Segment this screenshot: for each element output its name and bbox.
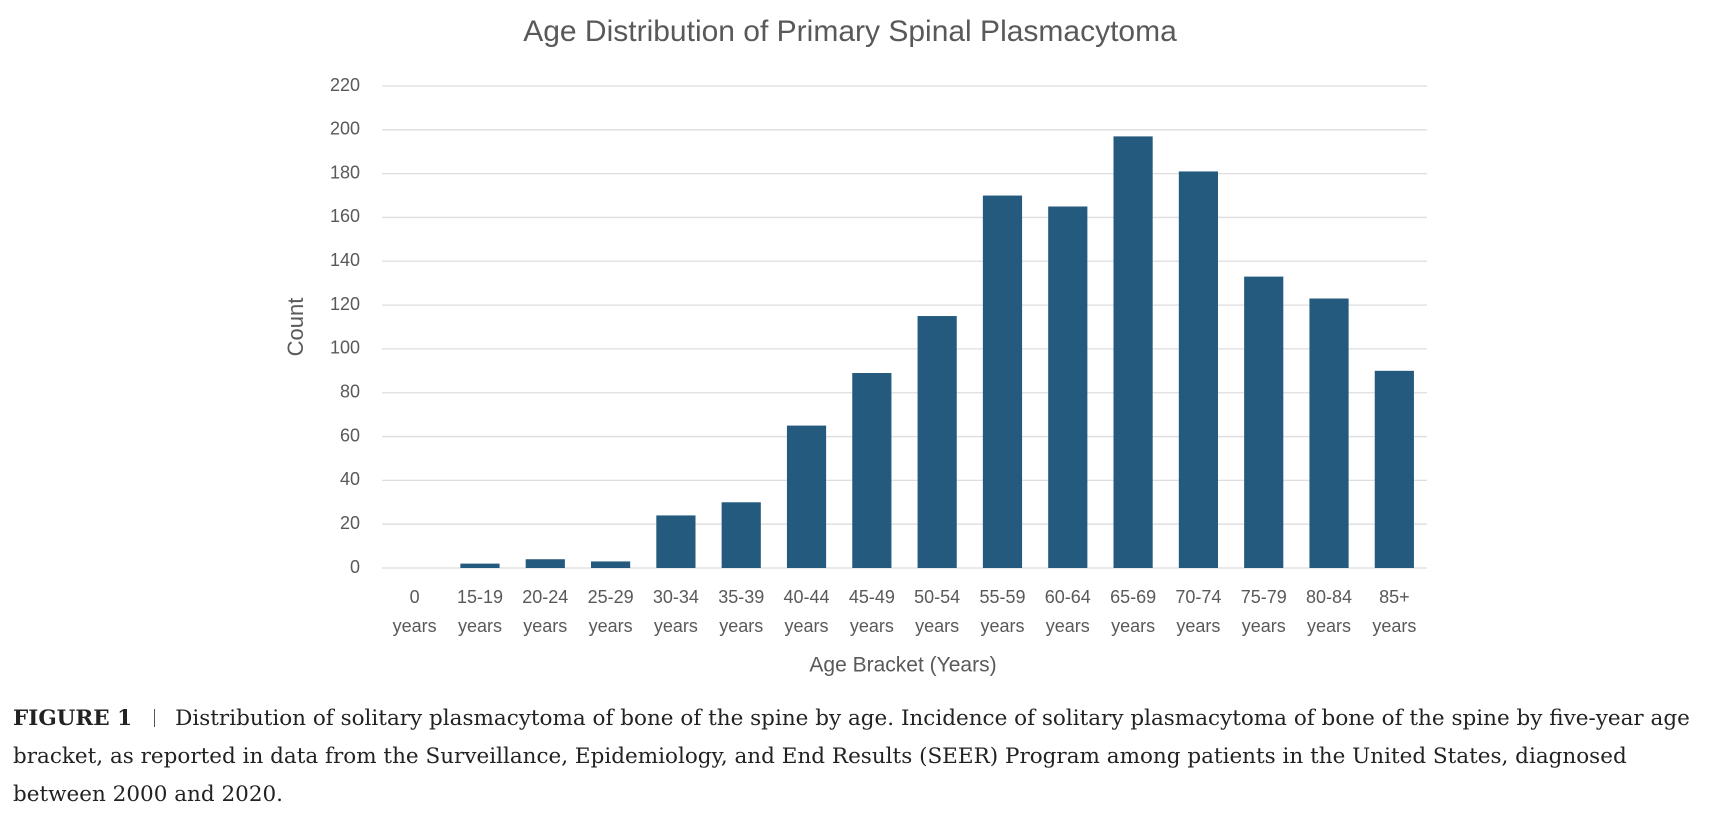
x-tick-label: 45-49 years xyxy=(849,587,895,636)
y-tick-label: 0 xyxy=(350,557,360,577)
bar xyxy=(852,373,892,568)
y-tick-label: 60 xyxy=(340,425,360,445)
bar xyxy=(982,195,1023,568)
bar xyxy=(460,563,500,568)
y-tick-label: 40 xyxy=(340,469,360,489)
x-tick-label: 70-74 years xyxy=(1175,587,1221,636)
x-tick-label: 55-59 years xyxy=(979,587,1025,636)
x-tick-label: 35-39 years xyxy=(718,587,764,636)
y-tick-label: 100 xyxy=(330,338,360,358)
bar xyxy=(1113,136,1153,568)
x-tick-label: 30-34 years xyxy=(653,587,699,636)
y-tick-label: 120 xyxy=(330,294,360,314)
x-tick-label: 60-64 years xyxy=(1045,587,1091,636)
bar xyxy=(1374,370,1414,568)
x-tick-label: 0 years xyxy=(393,587,437,636)
y-tick-label: 220 xyxy=(330,75,360,95)
y-tick-label: 140 xyxy=(330,250,360,270)
x-tick-label: 15-19 years xyxy=(457,587,503,636)
y-tick-label: 160 xyxy=(330,206,360,226)
bar xyxy=(786,425,827,568)
caption-text: Distribution of solitary plasmacytoma of… xyxy=(13,706,1690,807)
caption-label: FIGURE 1 xyxy=(13,706,133,731)
x-tick-label: 25-29 years xyxy=(588,587,634,636)
bar xyxy=(1048,206,1088,568)
x-tick-label: 50-54 years xyxy=(914,587,960,636)
x-tick-label: 85+ years xyxy=(1372,587,1416,636)
bar xyxy=(1178,171,1218,569)
bar xyxy=(1309,298,1349,568)
y-tick-label: 200 xyxy=(330,119,360,139)
y-tick-label: 80 xyxy=(340,381,360,401)
x-tick-label: 75-79 years xyxy=(1241,587,1287,636)
bar xyxy=(525,559,565,568)
chart: Age Distribution of Primary Spinal Plasm… xyxy=(283,15,1427,677)
bar xyxy=(591,561,631,568)
bar xyxy=(917,316,957,568)
x-axis-label: Age Bracket (Years) xyxy=(809,654,996,677)
bar xyxy=(656,515,696,568)
y-axis-label: Count xyxy=(283,298,308,357)
x-tick-label: 20-24 years xyxy=(522,587,568,636)
x-tick-label: 80-84 years xyxy=(1306,587,1352,636)
caption-separator xyxy=(154,709,156,727)
y-tick-label: 20 xyxy=(340,513,360,533)
y-tick-label: 180 xyxy=(330,162,360,182)
bar xyxy=(1244,276,1284,568)
x-tick-label: 40-44 years xyxy=(784,587,830,636)
bar xyxy=(721,502,761,568)
caption: FIGURE 1 Distribution of solitary plasmac… xyxy=(13,700,1713,814)
x-tick-label: 65-69 years xyxy=(1110,587,1156,636)
chart-title: Age Distribution of Primary Spinal Plasm… xyxy=(523,15,1177,48)
